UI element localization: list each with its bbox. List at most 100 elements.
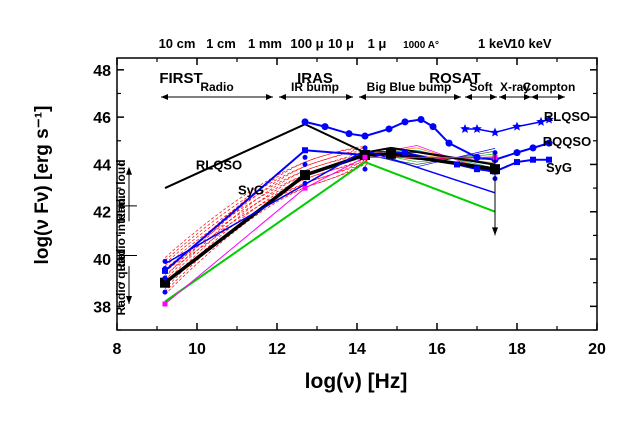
data-point bbox=[160, 277, 170, 288]
chart-annotations: FIRST IRAS ROSAT Radio IR bump Big Blue bump S… bbox=[114, 70, 591, 315]
data-point bbox=[514, 159, 520, 166]
data-point bbox=[362, 166, 368, 172]
radio-class-label: Radio interm. bbox=[114, 195, 128, 272]
series-line bbox=[164, 160, 496, 303]
top-axis-label: 100 μ bbox=[290, 36, 323, 51]
survey-label: FIRST bbox=[159, 70, 202, 87]
x-tick-label: 12 bbox=[268, 341, 286, 358]
series-annotation: RQQSO bbox=[543, 134, 591, 149]
data-point bbox=[321, 123, 329, 131]
data-point bbox=[162, 301, 168, 307]
band-arrow-head-right bbox=[266, 94, 273, 101]
data-point bbox=[301, 118, 309, 126]
data-point bbox=[530, 156, 536, 163]
data-point bbox=[302, 147, 308, 154]
x-tick-label: 8 bbox=[113, 341, 122, 358]
data-point bbox=[302, 185, 308, 191]
data-point bbox=[386, 148, 396, 159]
survey-label: IRAS bbox=[297, 70, 333, 87]
individual-spectrum bbox=[164, 156, 368, 290]
data-point bbox=[302, 154, 308, 160]
top-axis-label: 1 mm bbox=[248, 36, 282, 51]
top-axis-label: 10 μ bbox=[328, 36, 354, 51]
top-axis-label: 1000 A° bbox=[403, 40, 439, 51]
individual-spectrum bbox=[164, 162, 368, 270]
y-axis-label: log(ν Fν) [erg s⁻¹] bbox=[32, 106, 53, 265]
band-label: Soft bbox=[469, 80, 492, 94]
radio-class-label: Radio loud bbox=[114, 159, 128, 221]
data-point bbox=[513, 149, 521, 157]
top-axis-label: 10 cm bbox=[159, 36, 196, 51]
band-arrow-head-right bbox=[490, 94, 497, 101]
data-point bbox=[490, 127, 500, 137]
data-point bbox=[162, 258, 168, 264]
band-arrow-head-left bbox=[359, 94, 366, 101]
data-point bbox=[361, 132, 369, 140]
individual-spectrum bbox=[164, 158, 368, 287]
x-tick-label: 10 bbox=[188, 341, 206, 358]
radio-bracket-lower-head bbox=[126, 295, 132, 304]
band-arrow-head-left bbox=[531, 94, 538, 101]
data-point bbox=[402, 149, 408, 156]
series-annotation: SyG bbox=[546, 160, 572, 175]
data-point bbox=[454, 161, 460, 168]
band-label: X-ray bbox=[500, 80, 530, 94]
chart-lines bbox=[163, 118, 550, 305]
data-point bbox=[385, 125, 393, 133]
data-point bbox=[474, 166, 480, 173]
data-point bbox=[417, 115, 425, 123]
data-point bbox=[362, 154, 368, 160]
data-point bbox=[546, 156, 552, 163]
data-point bbox=[529, 144, 537, 152]
data-point bbox=[162, 266, 168, 272]
band-label: IR bump bbox=[291, 80, 339, 94]
x-axis-label: log(ν) [Hz] bbox=[305, 370, 408, 393]
data-point bbox=[300, 170, 310, 181]
series-annotation: RLQSO bbox=[544, 109, 590, 124]
data-point bbox=[544, 114, 554, 124]
top-axis-label: 1 cm bbox=[206, 36, 236, 51]
series-line bbox=[164, 123, 496, 189]
radio-class-label: Radio quiet bbox=[114, 250, 128, 315]
band-label: Big Blue bump bbox=[367, 80, 452, 94]
data-point bbox=[536, 116, 546, 126]
series-annotation: SyG bbox=[238, 182, 264, 197]
y-tick-label: 42 bbox=[93, 205, 111, 222]
chart-markers bbox=[160, 114, 554, 307]
x-tick-label: 18 bbox=[508, 341, 526, 358]
y-tick-label: 38 bbox=[93, 299, 111, 316]
data-point bbox=[472, 124, 482, 133]
data-point bbox=[429, 123, 437, 131]
x-tick-label: 20 bbox=[588, 341, 606, 358]
chart-axes: 8 10 12 14 16 18 20 38 40 42 44 46 48 10 cm 1 cm 1 mm 10… bbox=[93, 36, 606, 358]
survey-label: ROSAT bbox=[429, 70, 480, 87]
band-arrow-head-right bbox=[524, 94, 531, 101]
data-point bbox=[302, 161, 308, 167]
data-point bbox=[162, 275, 168, 281]
series-line bbox=[164, 149, 549, 272]
top-axis-label: 10 keV bbox=[510, 36, 552, 51]
band-arrow-head-right bbox=[454, 94, 461, 101]
band-arrow-head-left bbox=[465, 94, 472, 101]
x-tick-label: 16 bbox=[428, 341, 446, 358]
band-arrow-head-right bbox=[346, 94, 353, 101]
y-tick-label: 44 bbox=[93, 157, 111, 174]
data-point bbox=[473, 153, 481, 161]
series-annotation: RLQSO bbox=[196, 157, 242, 172]
data-point bbox=[162, 289, 168, 295]
y-tick-label: 48 bbox=[93, 63, 111, 80]
band-label: Compton bbox=[523, 80, 576, 94]
data-point bbox=[362, 145, 368, 151]
series-line bbox=[164, 156, 495, 305]
radio-bracket-upper-head bbox=[126, 166, 132, 175]
data-point bbox=[460, 124, 470, 133]
band-arrow-head-right bbox=[558, 94, 565, 101]
top-axis-label: 1 keV bbox=[478, 36, 512, 51]
keV-arrow-head bbox=[492, 227, 498, 236]
band-arrow-head-left bbox=[161, 94, 168, 101]
data-point bbox=[445, 139, 453, 147]
data-point bbox=[302, 180, 308, 186]
individual-spectrum bbox=[164, 150, 368, 261]
band-arrow-head-left bbox=[279, 94, 286, 101]
